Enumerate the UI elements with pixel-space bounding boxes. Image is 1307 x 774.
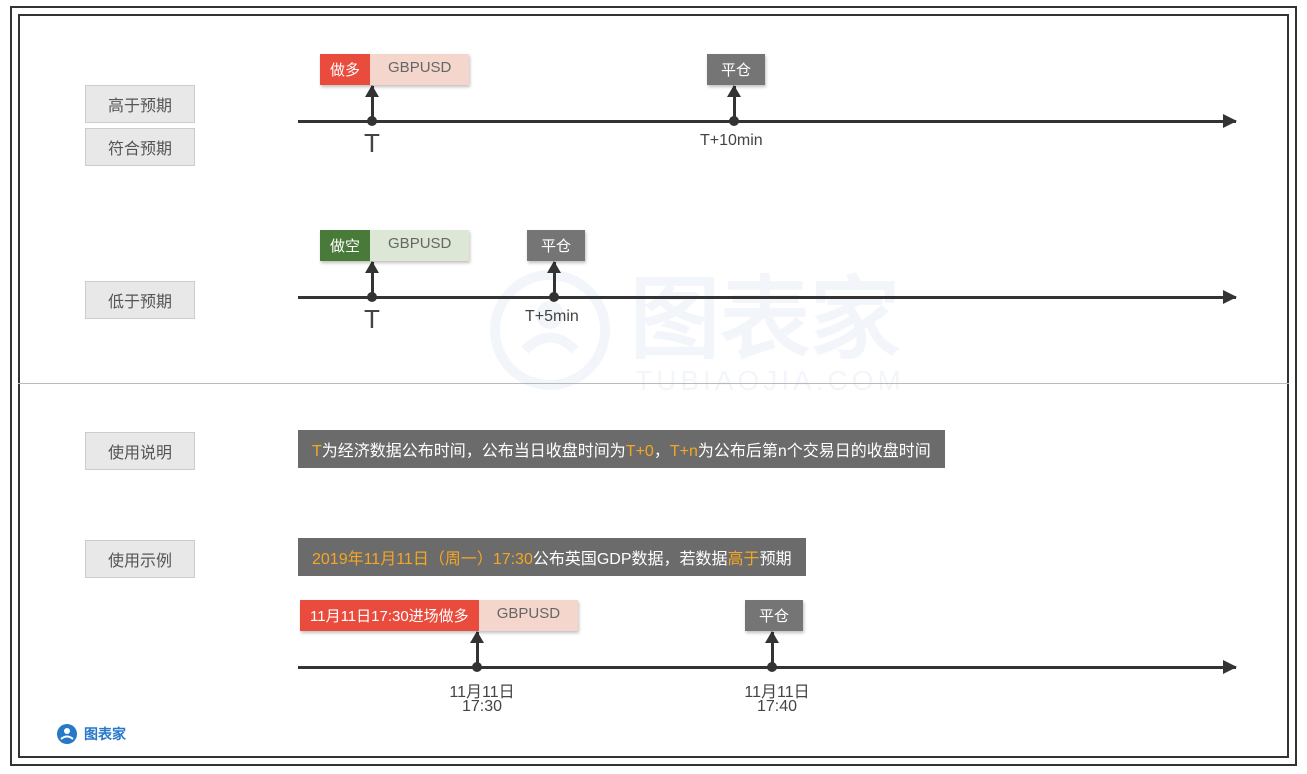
timeline1-close-label: T+10min [700,132,763,150]
label-above-expect: 高于预期 [85,85,195,123]
timeline1-action-label: 做多 [320,54,370,85]
timeline1-close-box: 平仓 [707,54,765,85]
timeline2-action-label: 做空 [320,230,370,261]
label-match-expect: 符合预期 [85,128,195,166]
timeline2-close-label: T+5min [525,308,579,326]
timeline1-t-label: T [364,128,380,159]
hl-t: T [312,443,322,460]
ex-above: 高于 [728,551,760,568]
timeline-2 [298,296,1236,299]
ex-date: 2019年11月11日（周一）17:30 [312,551,533,568]
ex-p4: 预期 [760,551,792,568]
timeline1-close-arrow [733,86,736,118]
timeline2-action-box: 做空 GBPUSD [320,230,469,261]
hl-t0: T+0 [626,443,654,460]
timeline2-close-box: 平仓 [527,230,585,261]
brand-logo: 图表家 [56,723,126,745]
timeline2-pair-label: GBPUSD [370,230,469,261]
timeline1-t-arrow [371,86,374,118]
timeline2-t-label: T [364,304,380,335]
instructions-text: T为经济数据公布时间，公布当日收盘时间为T+0，T+n为公布后第n个交易日的收盘… [298,430,945,468]
timeline-1 [298,120,1236,123]
instr-p4: ， [654,443,670,460]
timeline2-t-arrow [371,262,374,294]
timeline1-action-box: 做多 GBPUSD [320,54,469,85]
timeline3-action-label: 11月11日17:30进场做多 [300,600,479,631]
timeline3-t-arrow [476,632,479,664]
brand-logo-text: 图表家 [84,724,126,744]
timeline2-close-arrow [553,262,556,294]
inner-frame [18,14,1289,758]
ex-p2: 公布英国GDP数据，若数据 [533,551,728,568]
label-instructions: 使用说明 [85,432,195,470]
timeline3-action-box: 11月11日17:30进场做多 GBPUSD [300,600,578,631]
hl-tn: T+n [670,443,698,460]
timeline3-close-time: 17:40 [737,698,817,716]
label-below-expect: 低于预期 [85,281,195,319]
label-example: 使用示例 [85,540,195,578]
section-divider [18,383,1289,384]
timeline3-close-box: 平仓 [745,600,803,631]
timeline3-pair-label: GBPUSD [479,600,578,631]
timeline3-close-arrow [771,632,774,664]
instr-p6: 为公布后第n个交易日的收盘时间 [698,443,931,460]
brand-logo-icon [56,723,78,745]
instr-p2: 为经济数据公布时间，公布当日收盘时间为 [322,443,626,460]
timeline3-t-time: 17:30 [442,698,522,716]
timeline1-pair-label: GBPUSD [370,54,469,85]
example-text: 2019年11月11日（周一）17:30公布英国GDP数据，若数据高于预期 [298,538,806,576]
